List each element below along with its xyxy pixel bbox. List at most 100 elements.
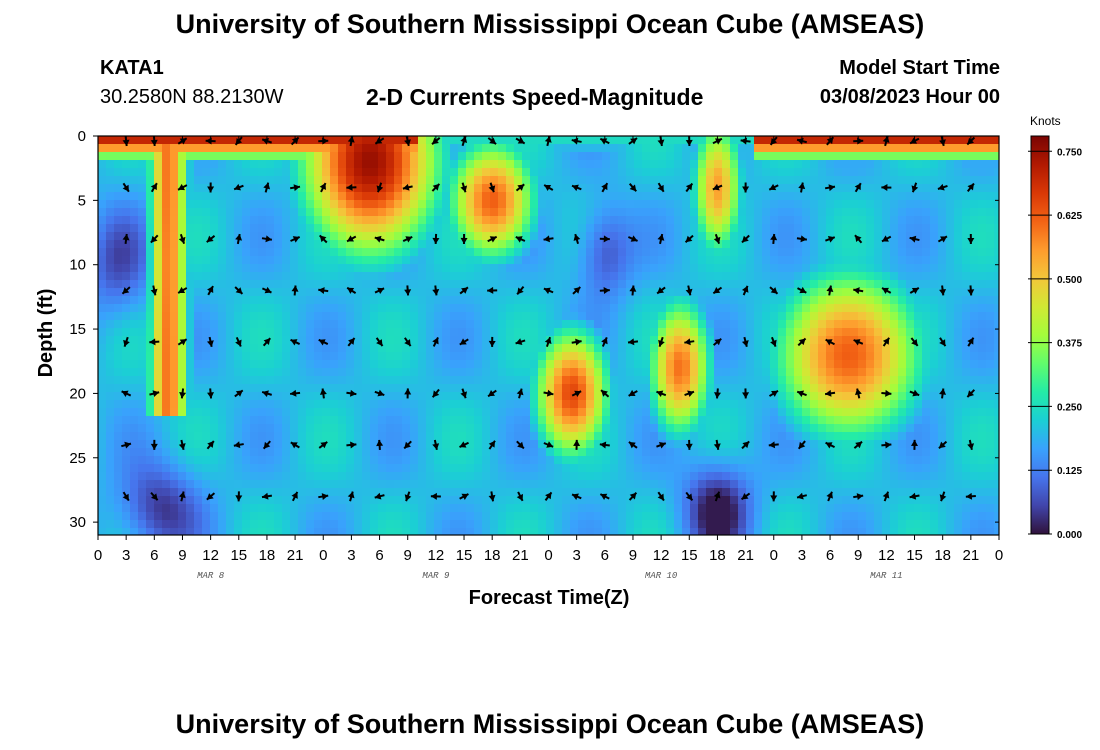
heatmap-cell [778,296,787,305]
heatmap-cell [594,256,603,265]
heatmap-cell [874,352,883,361]
heatmap-cell [794,216,803,225]
heatmap-cell [402,160,411,169]
heatmap-cell [762,216,771,225]
heatmap-cell [762,488,771,497]
heatmap-cell [514,408,523,417]
heatmap-cell [130,464,139,473]
heatmap-cell [442,448,451,457]
heatmap-cell [466,336,475,345]
heatmap-cell [842,160,851,169]
heatmap-cell [866,280,875,289]
heatmap-cell [282,328,291,337]
heatmap-cell [162,320,171,329]
heatmap-cell [490,504,499,513]
heatmap-cell [194,368,203,377]
heatmap-cell [738,272,747,281]
heatmap-cell [290,368,299,377]
heatmap-cell [746,496,755,505]
heatmap-cell [650,416,659,425]
heatmap-cell [426,496,435,505]
heatmap-cell [482,504,491,513]
heatmap-cell [530,448,539,457]
heatmap-cell [114,256,123,265]
heatmap-cell [394,280,403,289]
heatmap-cell [882,216,891,225]
heatmap-cell [290,400,299,409]
heatmap-cell [834,392,843,401]
heatmap-cell [402,176,411,185]
heatmap-cell [250,216,259,225]
heatmap-cell [818,432,827,441]
heatmap-cell [370,208,379,217]
heatmap-cell [498,232,507,241]
heatmap-cell [866,272,875,281]
heatmap-cell [258,360,267,369]
heatmap-cell [802,216,811,225]
heatmap-cell [658,400,667,409]
heatmap-cell [746,440,755,449]
heatmap-cell [314,456,323,465]
heatmap-cell [786,440,795,449]
heatmap-cell [850,496,859,505]
heatmap-cell [282,408,291,417]
heatmap-cell [690,176,699,185]
heatmap-cell [554,144,563,153]
heatmap-cell [698,464,707,473]
heatmap-cell [706,200,715,209]
heatmap-cell [786,392,795,401]
heatmap-cell [698,488,707,497]
heatmap-cell [506,440,515,449]
heatmap-cell [562,464,571,473]
heatmap-cell [282,384,291,393]
heatmap-cell [850,448,859,457]
heatmap-cell [794,280,803,289]
heatmap-cell [506,240,515,249]
heatmap-cell [642,496,651,505]
heatmap-cell [474,288,483,297]
heatmap-cell [146,352,155,361]
heatmap-cell [842,152,851,161]
heatmap-cell [706,368,715,377]
heatmap-cell [826,232,835,241]
heatmap-cell [242,360,251,369]
heatmap-cell [474,352,483,361]
heatmap-cell [498,488,507,497]
heatmap-cell [658,224,667,233]
heatmap-cell [794,448,803,457]
heatmap-cell [250,400,259,409]
heatmap-cell [194,152,203,161]
heatmap-cell [538,144,547,153]
heatmap-cell [130,168,139,177]
heatmap-cell [642,256,651,265]
heatmap-cell [106,368,115,377]
heatmap-cell [850,440,859,449]
heatmap-cell [882,264,891,273]
heatmap-cell [514,192,523,201]
heatmap-cell [258,256,267,265]
heatmap-cell [154,232,163,241]
heatmap-cell [562,184,571,193]
heatmap-cell [242,176,251,185]
heatmap-cell [170,368,179,377]
heatmap-cell [706,160,715,169]
heatmap-cell [762,496,771,505]
heatmap-cell [610,496,619,505]
heatmap-cell [626,144,635,153]
heatmap-cell [386,424,395,433]
heatmap-cell [610,528,619,535]
heatmap-cell [546,200,555,209]
heatmap-cell [506,504,515,513]
heatmap-cell [210,288,219,297]
heatmap-cell [330,192,339,201]
heatmap-cell [706,216,715,225]
heatmap-cell [106,352,115,361]
heatmap-cell [706,440,715,449]
heatmap-cell [730,168,739,177]
heatmap-cell [186,336,195,345]
heatmap-cell [706,512,715,521]
heatmap-cell [234,312,243,321]
heatmap-cell [778,216,787,225]
heatmap-cell [418,432,427,441]
heatmap-cell [730,528,739,535]
